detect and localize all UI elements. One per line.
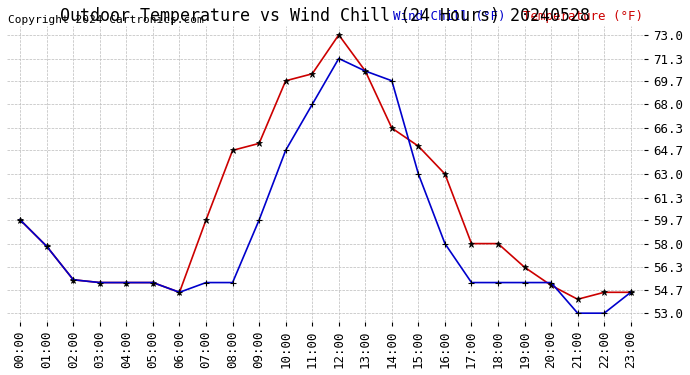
Text: Copyright 2024 Cartronics.com: Copyright 2024 Cartronics.com [8,15,204,25]
Text: Temperature (°F): Temperature (°F) [523,10,643,23]
Text: Wind Chill (°F): Wind Chill (°F) [393,10,505,23]
Title: Outdoor Temperature vs Wind Chill (24 Hours) 20240528: Outdoor Temperature vs Wind Chill (24 Ho… [61,7,591,25]
